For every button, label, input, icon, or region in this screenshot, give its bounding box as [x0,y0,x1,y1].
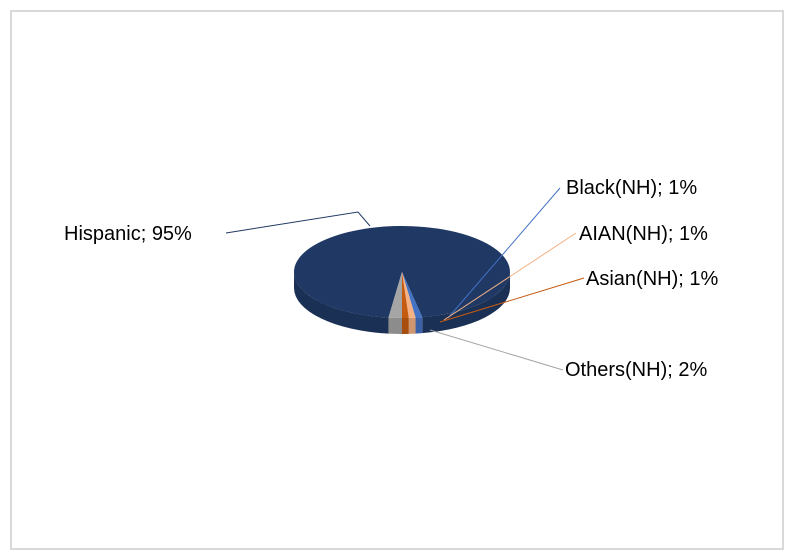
pie-side-hispanic-1 [422,272,510,334]
data-label-hispanic: Hispanic; 95% [64,223,192,245]
pie-side-layer [294,272,510,334]
pie-slice-asian [402,272,409,318]
pie-side-aian [408,317,416,334]
data-label-black: Black(NH); 1% [566,177,697,199]
pie-side-others [388,317,402,334]
leader-line-aian [443,232,577,321]
leader-lines [225,187,585,371]
pie-chart: Hispanic; 95% Black(NH); 1% AIAN(NH); 1%… [64,177,718,381]
pie-slice-aian [402,272,416,318]
pie-side-hispanic [294,272,389,334]
leader-line-hispanic [225,211,371,234]
data-label-aian: AIAN(NH); 1% [579,223,708,245]
data-label-asian: Asian(NH); 1% [586,268,718,290]
data-label-others: Others(NH); 2% [565,359,707,381]
pie-top-layer [294,226,511,318]
pie-side-asian [402,317,409,334]
leader-line-black [447,187,561,319]
pie-side-black [415,317,423,334]
pie-slice-black [402,272,423,318]
pie-slice-others [388,272,402,318]
leader-line-asian [439,277,585,323]
pie-slice-hispanic [294,226,511,318]
leader-line-others [429,329,564,371]
